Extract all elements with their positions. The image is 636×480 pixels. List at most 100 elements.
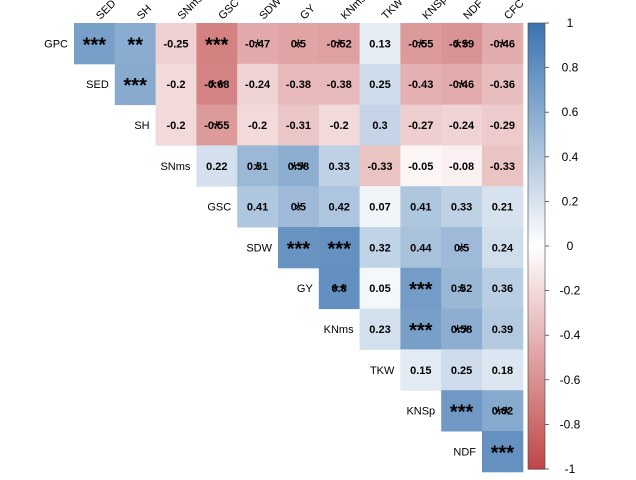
colorbar-segment <box>528 305 545 310</box>
colorbar-segment <box>528 338 545 344</box>
significance-stars: * <box>254 36 262 58</box>
column-label: SED <box>94 0 119 22</box>
heatmap-cell <box>196 23 238 65</box>
colorbar-segment <box>528 49 545 54</box>
significance-stars: * <box>458 240 466 262</box>
colorbar-segment <box>528 253 545 258</box>
heatmap-cell <box>400 104 442 146</box>
colorbar-segment <box>528 335 545 340</box>
cell-value-label: -0.55 <box>204 120 229 132</box>
row-label: TKW <box>370 365 395 377</box>
cell-value-label: -0.05 <box>408 161 433 173</box>
colorbar-segment <box>528 364 545 370</box>
colorbar-segment <box>528 149 545 154</box>
heatmap-cell <box>359 267 401 310</box>
colorbar-segment <box>528 227 545 232</box>
heatmap-cell <box>482 145 524 187</box>
significance-stars: ** <box>291 159 307 181</box>
heatmap-cell <box>441 63 483 106</box>
cell-value-label: -0.33 <box>367 161 392 173</box>
heatmap-cell <box>278 104 320 146</box>
column-label: SNms <box>176 0 206 22</box>
colorbar-segment <box>528 141 545 147</box>
colorbar-segment <box>528 71 545 76</box>
colorbar-segment <box>528 186 545 191</box>
colorbar-segment <box>528 435 545 440</box>
cell-value-label: 0.52 <box>451 283 472 295</box>
heatmap-cell <box>441 23 483 65</box>
colorbar-segment <box>528 23 545 28</box>
heatmap-cell <box>155 104 197 146</box>
heatmap-cell <box>318 63 361 106</box>
cell-value-label: 0.58 <box>451 324 472 336</box>
column-label: KNSp <box>420 0 449 22</box>
heatmap-cell <box>482 186 524 228</box>
row-label: KNms <box>324 324 354 336</box>
colorbar-segment <box>528 342 545 347</box>
colorbar-tick-label: 0 <box>567 239 574 253</box>
heatmap-cell <box>318 267 361 310</box>
colorbar-segment <box>528 301 545 307</box>
colorbar-segment <box>528 153 545 158</box>
cell-value-label: 0.41 <box>410 202 431 214</box>
colorbar-segment <box>528 34 545 39</box>
heatmap-cell <box>114 23 157 65</box>
cell-value-label: 0.3 <box>372 120 387 132</box>
heatmap-cell <box>196 63 238 106</box>
colorbar-tick-label: 0.6 <box>562 105 579 119</box>
colorbar-segment <box>528 257 545 262</box>
colorbar-segment <box>528 450 545 455</box>
colorbar-segment <box>528 275 545 281</box>
heatmap-cell <box>482 23 524 65</box>
column-label: GSC <box>216 0 241 22</box>
cell-value-label: 0.33 <box>451 202 472 214</box>
heatmap-cell <box>400 227 442 269</box>
colorbar-segment <box>528 416 545 422</box>
cell-value-label: 0.41 <box>247 202 268 214</box>
colorbar-segment <box>528 104 545 110</box>
colorbar-segment <box>528 30 545 35</box>
colorbar-segment <box>528 316 545 321</box>
heatmap-cell <box>400 308 442 350</box>
colorbar-segment <box>528 454 545 459</box>
heatmap-cell <box>400 349 442 391</box>
cell-value-label: *** <box>328 238 352 260</box>
heatmap-cell <box>482 431 524 473</box>
cell-value-label: *** <box>83 34 107 56</box>
column-label: KNms <box>339 0 369 22</box>
colorbar-segment <box>528 272 545 277</box>
row-label: SNms <box>160 161 190 173</box>
colorbar-segment <box>528 368 545 373</box>
colorbar-segment <box>528 82 545 87</box>
heatmap-cell <box>196 145 238 187</box>
cell-value-label: 0.42 <box>328 202 349 214</box>
colorbar-segment <box>528 145 545 150</box>
colorbar-segment <box>528 78 545 84</box>
colorbar-segment <box>528 231 545 236</box>
colorbar-segment <box>528 387 545 392</box>
colorbar-segment <box>528 223 545 229</box>
colorbar-tick-label: -0.2 <box>560 284 581 298</box>
colorbar-segment <box>528 398 545 403</box>
colorbar-segment <box>528 420 545 425</box>
colorbar-segment <box>528 234 545 240</box>
row-label: NDF <box>453 446 476 458</box>
cell-value-label: 0.07 <box>369 202 390 214</box>
heatmap-cell <box>359 104 401 146</box>
heatmap-cell <box>482 227 524 269</box>
colorbar-segment <box>528 60 545 65</box>
heatmap-cell <box>441 145 483 187</box>
heatmap-cell <box>400 145 442 187</box>
colorbar-segment <box>528 26 545 32</box>
colorbar-segment <box>528 446 545 452</box>
row-label: GSC <box>207 202 231 214</box>
colorbar-tick-label: -0.4 <box>560 328 581 342</box>
colorbar-segment <box>528 394 545 399</box>
cell-value-label: *** <box>450 402 474 424</box>
cell-value-label: -0.52 <box>327 38 352 50</box>
colorbar-segment <box>528 457 545 463</box>
significance-stars: ** <box>454 36 470 58</box>
significance-stars: * <box>458 77 466 99</box>
heatmap-cell <box>278 63 320 106</box>
colorbar-tick-label: -1 <box>565 462 576 476</box>
